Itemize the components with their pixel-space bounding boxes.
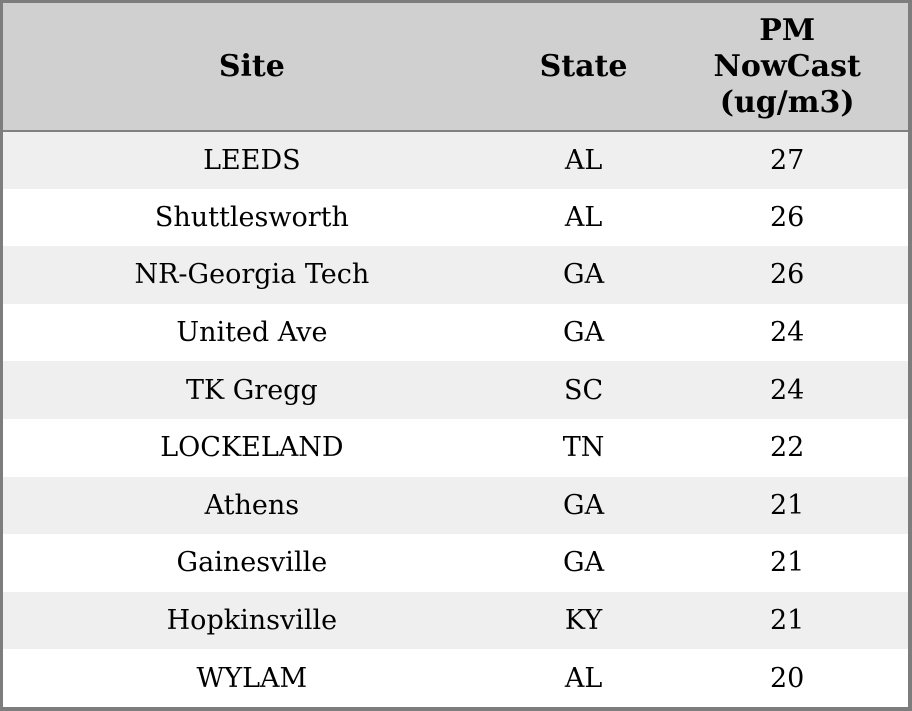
pm-nowcast-cell: 21 bbox=[770, 489, 805, 521]
column-header-state: State bbox=[500, 3, 667, 132]
state-cell: AL bbox=[564, 201, 603, 233]
state-cell: KY bbox=[564, 605, 603, 637]
column-header-state-label: State bbox=[539, 49, 628, 84]
pm-nowcast-cell: 24 bbox=[770, 374, 805, 406]
state-cell: SC bbox=[563, 374, 604, 406]
column-header-site-label: Site bbox=[218, 49, 285, 84]
pm-nowcast-cell: 26 bbox=[770, 201, 805, 233]
state-cell: GA bbox=[563, 489, 605, 521]
site-cell: LEEDS bbox=[203, 144, 301, 176]
table-row: NR-Georgia Tech GA 26 bbox=[3, 246, 908, 304]
pm-nowcast-cell: 26 bbox=[770, 259, 805, 291]
site-cell: Gainesville bbox=[176, 547, 328, 579]
site-cell: TK Gregg bbox=[185, 374, 318, 406]
table-row: Hopkinsville KY 21 bbox=[3, 591, 908, 650]
column-header-site: Site bbox=[3, 3, 501, 132]
table-row: United Ave GA 24 bbox=[3, 303, 908, 362]
state-cell: GA bbox=[563, 547, 605, 579]
site-cell: United Ave bbox=[176, 317, 328, 349]
table-row: LOCKELAND TN 22 bbox=[3, 418, 908, 477]
state-cell: TN bbox=[562, 432, 605, 464]
pm-nowcast-cell: 27 bbox=[770, 144, 805, 176]
site-cell: WYLAM bbox=[196, 662, 308, 694]
pm-nowcast-cell: 22 bbox=[770, 432, 805, 464]
state-cell: GA bbox=[563, 317, 605, 349]
pm-nowcast-cell: 24 bbox=[770, 317, 805, 349]
column-header-pm-nowcast: PM NowCast (ug/m3) bbox=[666, 3, 908, 132]
state-cell: AL bbox=[564, 662, 603, 694]
state-cell: AL bbox=[564, 144, 603, 176]
data-table: Site State PM NowCast (ug/m3) LEEDS AL 27 S… bbox=[3, 3, 908, 707]
column-header-pm-nowcast-label: PM NowCast (ug/m3) bbox=[713, 12, 861, 120]
site-cell: Shuttlesworth bbox=[154, 201, 349, 233]
state-cell: GA bbox=[563, 259, 605, 291]
table-header: Site State PM NowCast (ug/m3) bbox=[3, 3, 908, 132]
table-row: Athens GA 21 bbox=[3, 476, 908, 535]
pm-nowcast-cell: 20 bbox=[770, 662, 805, 694]
table-row: TK Gregg SC 24 bbox=[3, 361, 908, 419]
table-body: LEEDS AL 27 Shuttlesworth AL 26 NR-Georgia Tec… bbox=[3, 131, 908, 707]
site-cell: Hopkinsville bbox=[166, 605, 338, 637]
site-cell: NR-Georgia Tech bbox=[134, 259, 370, 291]
table-row: WYLAM AL 20 bbox=[3, 649, 908, 707]
pm-nowcast-cell: 21 bbox=[770, 605, 805, 637]
table-row: Shuttlesworth AL 26 bbox=[3, 188, 908, 247]
table-row: Gainesville GA 21 bbox=[3, 534, 908, 592]
pm-nowcast-cell: 21 bbox=[770, 547, 805, 579]
table-row: LEEDS AL 27 bbox=[3, 131, 908, 189]
site-cell: LOCKELAND bbox=[160, 432, 344, 464]
header-row: Site State PM NowCast (ug/m3) bbox=[3, 3, 908, 132]
site-cell: Athens bbox=[204, 489, 300, 521]
